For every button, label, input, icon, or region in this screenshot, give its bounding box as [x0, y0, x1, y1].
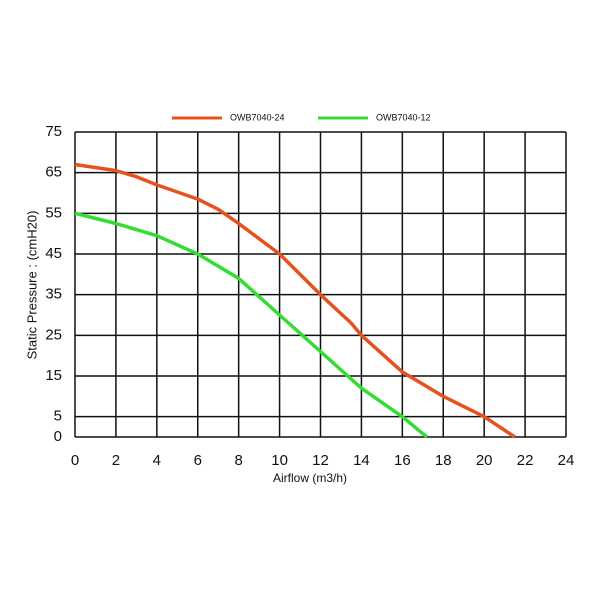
y-tick-label: 65 [45, 164, 62, 181]
series-line [74, 211, 428, 439]
x-tick-label: 2 [112, 452, 120, 469]
y-tick-label: 75 [45, 123, 62, 140]
y-tick-label: 25 [45, 326, 62, 343]
x-tick-label: 10 [271, 452, 288, 469]
legend-label: OWB7040-24 [230, 112, 285, 122]
x-tick-label: 16 [394, 452, 411, 469]
y-tick-label: 0 [54, 428, 62, 445]
legend-label: OWB7040-12 [376, 112, 431, 122]
x-tick-label: 14 [353, 452, 370, 469]
x-tick-label: 12 [312, 452, 329, 469]
x-tick-label: 4 [153, 452, 161, 469]
y-tick-label: 35 [45, 286, 62, 303]
x-tick-label: 20 [476, 452, 493, 469]
x-axis-title: Airflow (m3/h) [273, 471, 347, 485]
y-axis-title: Static Pressure : (cmH20) [24, 211, 39, 360]
y-tick-label: 5 [54, 408, 62, 425]
y-tick-label: 15 [45, 367, 62, 384]
x-tick-label: 24 [558, 452, 575, 469]
y-tick-label: 55 [45, 204, 62, 221]
x-tick-label: 22 [517, 452, 534, 469]
x-tick-label: 18 [435, 452, 452, 469]
x-tick-label: 8 [234, 452, 242, 469]
y-tick-label: 45 [45, 245, 62, 262]
x-tick-label: 6 [194, 452, 202, 469]
series-line [74, 162, 516, 439]
x-tick-label: 0 [71, 452, 79, 469]
